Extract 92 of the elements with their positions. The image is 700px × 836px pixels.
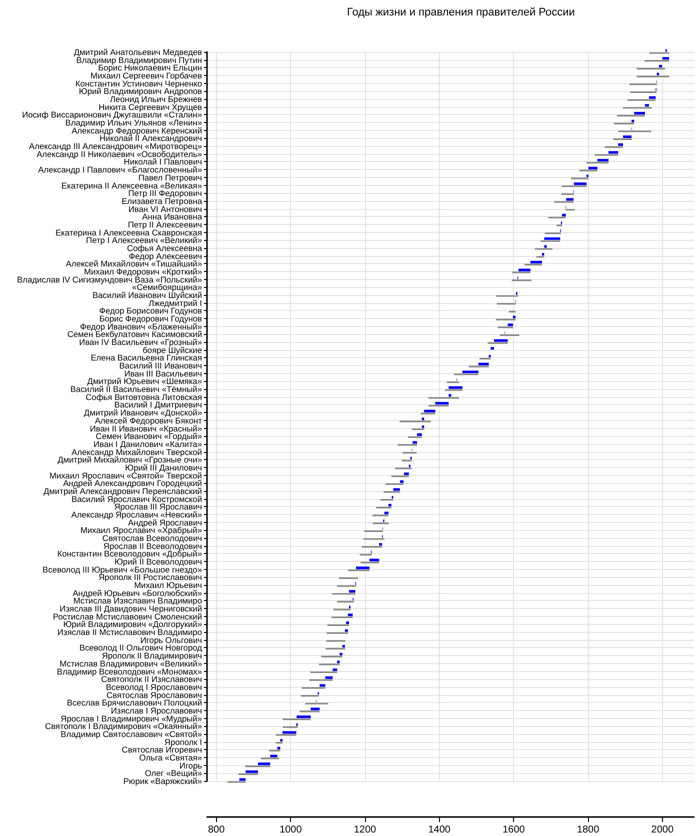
bar bbox=[340, 652, 342, 656]
bar bbox=[346, 621, 350, 624]
bar bbox=[644, 104, 650, 107]
bar bbox=[530, 260, 542, 264]
bar bbox=[490, 347, 494, 350]
bar bbox=[562, 214, 566, 216]
bar bbox=[448, 394, 452, 397]
bar bbox=[597, 158, 608, 162]
y-tick-label: Петр I Алексеевич «Великий» bbox=[86, 235, 202, 246]
bar bbox=[412, 441, 418, 444]
bar bbox=[246, 770, 258, 773]
bar bbox=[404, 472, 409, 476]
y-tick-label: Софья Витовтовна Литовская bbox=[86, 392, 202, 402]
bar bbox=[424, 410, 436, 412]
x-tick-label: 800 bbox=[208, 824, 226, 836]
bar bbox=[270, 754, 278, 758]
y-tick-label: Дмитрий Юрьевич «Шемяка» bbox=[87, 376, 202, 386]
y-tick-label: Игорь bbox=[179, 760, 203, 770]
y-tick-label: Андрей Ярославич bbox=[128, 517, 202, 528]
x-tick-label: 1600 bbox=[502, 824, 526, 836]
bar bbox=[348, 614, 353, 616]
y-tick-label: Михаил Федорович «Кроткий» bbox=[84, 266, 202, 276]
bar bbox=[544, 237, 560, 240]
bar bbox=[518, 268, 530, 272]
y-tick-label: Ярополк I bbox=[164, 736, 202, 747]
bar bbox=[494, 339, 508, 342]
bar bbox=[662, 57, 670, 60]
bar bbox=[544, 245, 547, 248]
bar bbox=[310, 708, 320, 710]
y-tick-label: Александр I Павлович «Благословенный» bbox=[38, 164, 202, 175]
bar bbox=[478, 362, 489, 366]
bar bbox=[369, 558, 380, 562]
bar bbox=[632, 120, 634, 122]
y-tick-label: Юрий Владимирович «Долгорукий» bbox=[63, 619, 202, 630]
bar bbox=[384, 512, 388, 514]
x-tick-label: 1000 bbox=[280, 824, 302, 836]
y-tick-label: Всеволод I Ярославович bbox=[106, 682, 202, 692]
bar bbox=[435, 402, 449, 405]
x-tick-label: 1200 bbox=[354, 824, 377, 836]
y-tick-label: Павел Петрович bbox=[138, 172, 202, 182]
x-tick-label: 2000 bbox=[651, 824, 674, 836]
y-tick-label: Анна Ивановна bbox=[142, 212, 202, 222]
bar bbox=[400, 480, 404, 483]
bar bbox=[649, 96, 656, 99]
y-tick-label: «Семибоярщина» bbox=[132, 282, 202, 292]
bar bbox=[342, 644, 345, 648]
bar bbox=[388, 504, 392, 506]
x-tick-label: 1400 bbox=[428, 824, 451, 836]
bar bbox=[393, 488, 400, 491]
bar bbox=[622, 135, 632, 138]
bar bbox=[417, 433, 422, 436]
y-tick-label: Изяслав III Давидович Черниговский bbox=[60, 604, 202, 614]
bar bbox=[462, 370, 478, 374]
bar bbox=[588, 166, 598, 170]
y-tick-label: Олег «Вещий» bbox=[144, 768, 202, 778]
bar bbox=[282, 731, 296, 734]
bar bbox=[574, 182, 587, 186]
y-tick-label: Иван III Васильевич bbox=[124, 368, 202, 378]
y-tick-label: Михаил Сергеевич Горбачев bbox=[90, 70, 203, 81]
y-tick-label: Михаил Юрьевич bbox=[134, 580, 202, 590]
bar bbox=[239, 778, 246, 781]
bar bbox=[512, 316, 516, 318]
bar bbox=[618, 143, 623, 146]
y-tick-label: Андрей Александрович Городецкий bbox=[63, 478, 202, 488]
chart-title: Годы жизни и правления правителей России bbox=[347, 6, 575, 18]
bar bbox=[634, 112, 645, 115]
y-tick-label: Софья Алексеевна bbox=[127, 242, 202, 253]
bar bbox=[448, 386, 462, 389]
y-tick-label: Василий I Дмитриевич bbox=[114, 400, 202, 410]
y-tick-label: Петр II Алексеевич bbox=[128, 219, 202, 230]
y-tick-label: Рюрик «Варяжский» bbox=[123, 776, 202, 786]
bar bbox=[356, 566, 370, 570]
bar bbox=[337, 660, 340, 664]
bar bbox=[258, 762, 270, 766]
bar bbox=[344, 629, 348, 632]
x-tick-label: 1800 bbox=[576, 824, 600, 836]
y-tick-label: Василий Иванович Шуйский bbox=[92, 290, 202, 300]
bar bbox=[566, 198, 574, 201]
bar bbox=[296, 715, 311, 718]
bar bbox=[332, 668, 338, 672]
bar bbox=[379, 543, 382, 546]
bar bbox=[325, 676, 333, 679]
y-tick-label: Семен Иванович «Гордый» bbox=[96, 431, 202, 442]
bar bbox=[656, 72, 660, 76]
bar bbox=[320, 684, 326, 687]
bar bbox=[608, 151, 618, 154]
bar bbox=[508, 324, 513, 326]
bar bbox=[349, 590, 356, 593]
y-tick-label: Дмитрий Анатольевич Медведев bbox=[74, 47, 203, 57]
y-tick-label: Петр III Федорович bbox=[128, 188, 202, 198]
bar bbox=[659, 64, 662, 68]
y-tick-label: Василий III Иванович bbox=[119, 360, 202, 371]
